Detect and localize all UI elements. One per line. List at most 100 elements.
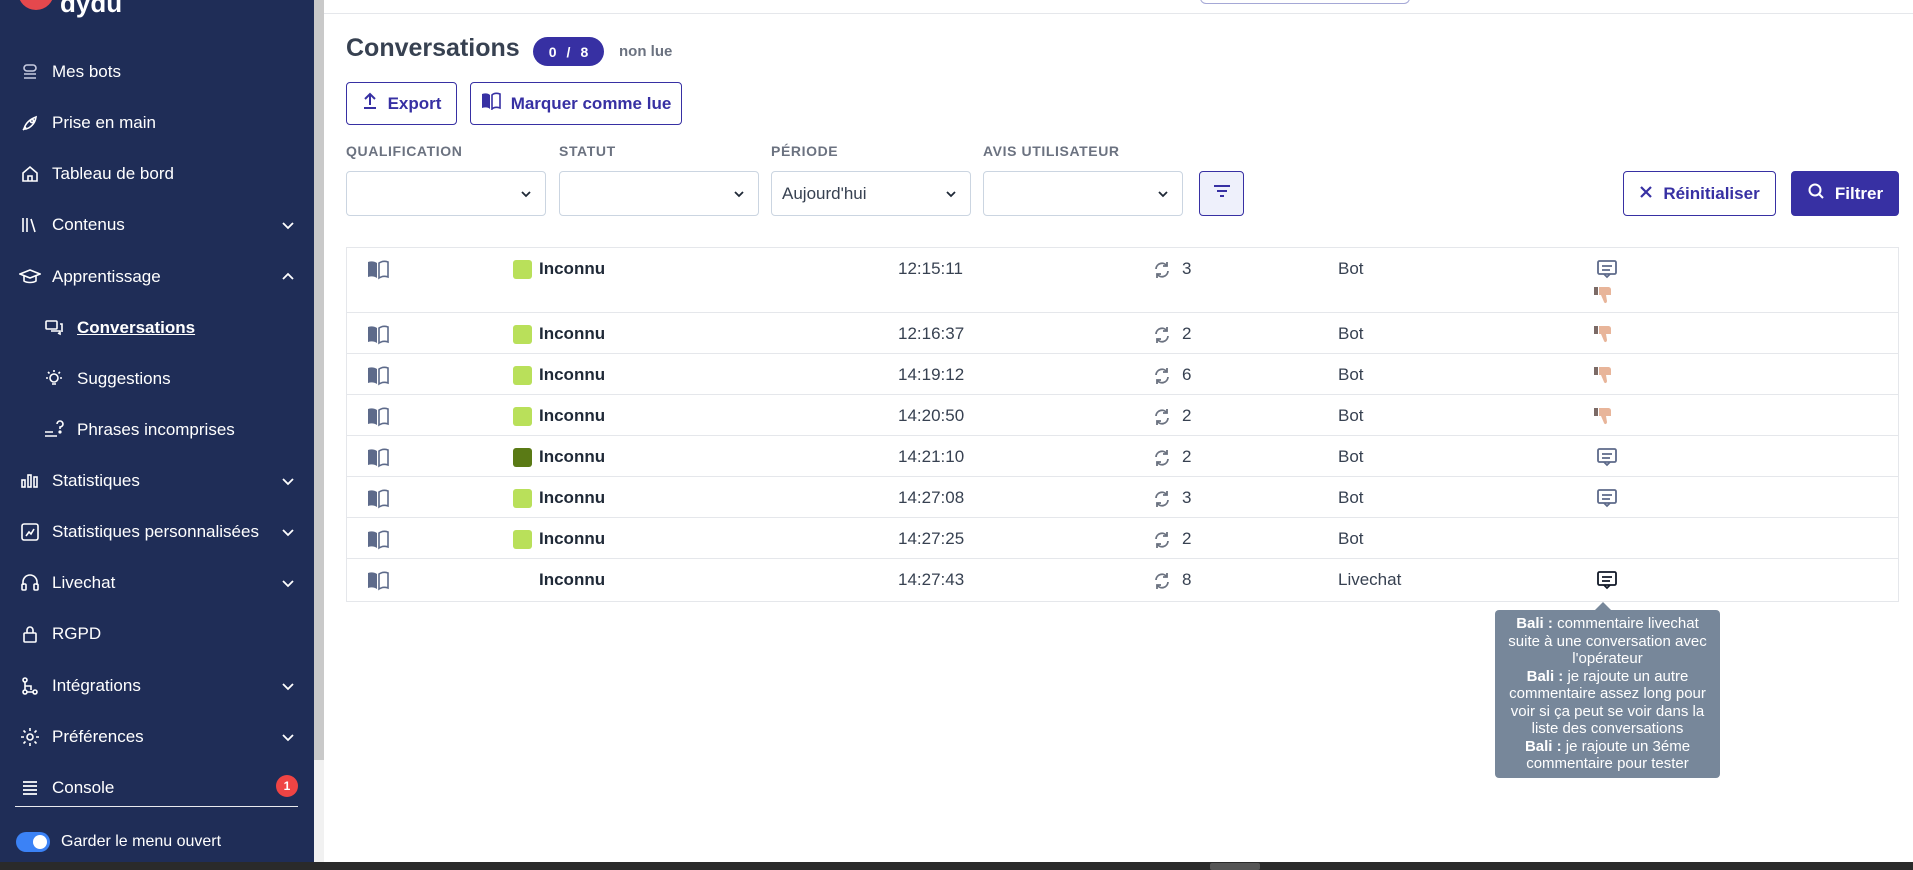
table-row[interactable]: Inconnu 14:19:12 6 Bot — [347, 354, 1898, 395]
top-bar-tab[interactable] — [1200, 0, 1410, 4]
thumbs-down-icon — [1593, 324, 1617, 346]
bar-chart-icon — [18, 469, 42, 493]
sidebar-item-label: Apprentissage — [52, 267, 161, 286]
count-read: 0 — [548, 43, 557, 60]
sidebar-item-apprentissage[interactable]: Apprentissage — [0, 257, 300, 297]
upload-icon — [362, 92, 378, 115]
sidebar-item-suggestions[interactable]: Suggestions — [0, 359, 300, 399]
comment-separator: : — [1554, 667, 1568, 685]
open-conversation-icon[interactable] — [367, 260, 389, 280]
advanced-filter-button[interactable] — [1199, 171, 1244, 216]
open-conversation-icon[interactable] — [367, 448, 389, 468]
sidebar-item-statistiques[interactable]: Statistiques — [0, 461, 300, 501]
sidebar-item-label: RGPD — [52, 624, 102, 643]
table-row[interactable]: Inconnu 14:20:50 2 Bot — [347, 395, 1898, 436]
table-row[interactable]: Inconnu 14:27:25 2 Bot — [347, 518, 1898, 559]
chevron-up-icon — [280, 269, 296, 285]
thumbs-down-icon — [1593, 365, 1617, 387]
sidebar-item-livechat[interactable]: Livechat — [0, 563, 300, 603]
comment-icon[interactable] — [1596, 570, 1618, 590]
user-name: Inconnu — [539, 365, 606, 384]
avis-utilisateur-select[interactable] — [983, 171, 1183, 216]
export-button[interactable]: Export — [346, 82, 457, 125]
mark-as-read-label: Marquer comme lue — [510, 93, 672, 113]
statut-select[interactable] — [559, 171, 759, 216]
open-conversation-icon[interactable] — [367, 366, 389, 386]
conversation-type: Bot — [1338, 406, 1364, 425]
qualification-indicator — [513, 366, 532, 385]
sidebar-item-console[interactable]: Console — [0, 768, 300, 808]
sidebar-item-label: Statistiques — [52, 471, 140, 490]
sidebar-item-label: Statistiques personnalisées — [52, 522, 259, 541]
graduation-cap-icon — [18, 265, 42, 289]
taskbar-strip — [0, 862, 1913, 870]
user-name: Inconnu — [539, 259, 606, 278]
sidebar-item-label: Prise en main — [52, 113, 156, 132]
qualification-indicator — [513, 530, 532, 549]
conversations-table: Inconnu 12:15:11 3 Bot Inconnu 12:16:37 2 Bot In… — [346, 247, 1899, 602]
open-conversation-icon[interactable] — [367, 571, 389, 591]
thumbs-down-icon — [1593, 285, 1617, 307]
chevron-down-icon — [280, 729, 296, 745]
chevron-down-icon — [732, 186, 746, 206]
sidebar-item-statistiques-personnalisees[interactable]: Statistiques personnalisées — [0, 512, 300, 552]
sidebar-item-preferences[interactable]: Préférences — [0, 717, 300, 757]
table-row[interactable]: Inconnu 14:21:10 2 Bot — [347, 436, 1898, 477]
table-row[interactable]: Inconnu 12:16:37 2 Bot — [347, 313, 1898, 354]
chat-bubbles-icon — [42, 316, 66, 340]
avis-utilisateur-label: AVIS UTILISATEUR — [983, 143, 1120, 159]
chevron-down-icon — [944, 186, 958, 206]
conversation-time: 14:27:08 — [898, 488, 965, 507]
custom-chart-icon — [18, 520, 42, 544]
reset-button[interactable]: Réinitialiser — [1623, 171, 1776, 216]
sidebar-item-rgpd[interactable]: RGPD — [0, 614, 300, 654]
comment-author: Bali — [1526, 667, 1555, 685]
qualification-indicator — [513, 489, 532, 508]
table-row[interactable]: Inconnu 14:27:08 3 Bot — [347, 477, 1898, 518]
open-conversation-icon[interactable] — [367, 325, 389, 345]
sidebar-item-integrations[interactable]: Intégrations — [0, 666, 300, 706]
statut-label: STATUT — [559, 143, 616, 159]
open-conversation-icon[interactable] — [367, 530, 389, 550]
periode-select[interactable]: Aujourd'hui — [771, 171, 971, 216]
chevron-down-icon — [280, 473, 296, 489]
filter-lines-icon — [1212, 183, 1232, 204]
comment-icon[interactable] — [1596, 259, 1618, 279]
filter-button[interactable]: Filtrer — [1791, 171, 1899, 216]
table-row[interactable]: Inconnu 14:27:43 8 Livechat — [347, 559, 1898, 600]
keep-menu-open-toggle[interactable] — [16, 832, 50, 852]
comment-text: commentaire livechat suite à une convers… — [1508, 615, 1707, 667]
count-separator: / — [566, 43, 571, 60]
mark-as-read-button[interactable]: Marquer comme lue — [470, 82, 682, 125]
qualification-select[interactable] — [346, 171, 546, 216]
sidebar-scrollbar[interactable] — [314, 0, 324, 760]
sidebar-item-prise-en-main[interactable]: Prise en main — [0, 103, 300, 143]
exchanges-icon — [1153, 531, 1171, 549]
comment-icon[interactable] — [1596, 447, 1618, 467]
conversation-time: 14:27:25 — [898, 529, 965, 548]
comment-icon[interactable] — [1596, 488, 1618, 508]
open-conversation-icon[interactable] — [367, 407, 389, 427]
exchange-count: 2 — [1182, 406, 1192, 425]
chevron-down-icon — [519, 186, 533, 206]
sidebar-item-label: Intégrations — [52, 676, 141, 695]
exchange-count: 8 — [1182, 570, 1192, 589]
open-conversation-icon[interactable] — [367, 489, 389, 509]
sidebar-item-mes-bots[interactable]: Mes bots — [0, 52, 300, 92]
sidebar-item-conversations[interactable]: Conversations — [0, 308, 300, 348]
sidebar-item-label: Tableau de bord — [52, 164, 174, 183]
table-row[interactable]: Inconnu 12:15:11 3 Bot — [347, 248, 1898, 313]
sidebar-item-tableau-de-bord[interactable]: Tableau de bord — [0, 154, 300, 194]
chevron-down-icon — [280, 524, 296, 540]
conversation-type: Bot — [1338, 259, 1364, 278]
chevron-down-icon — [280, 678, 296, 694]
books-icon — [18, 213, 42, 237]
tooltip-comment: Bali : commentaire livechat suite à une … — [1503, 615, 1712, 668]
console-badge: 1 — [276, 775, 298, 797]
user-name: Inconnu — [539, 488, 606, 507]
sidebar-item-phrases-incomprises[interactable]: Phrases incomprises — [0, 410, 300, 450]
count-total: 8 — [580, 43, 589, 60]
sidebar-item-label: Conversations — [77, 318, 196, 337]
sidebar-scrollbar-track — [314, 760, 324, 862]
sidebar-item-contenus[interactable]: Contenus — [0, 205, 300, 245]
